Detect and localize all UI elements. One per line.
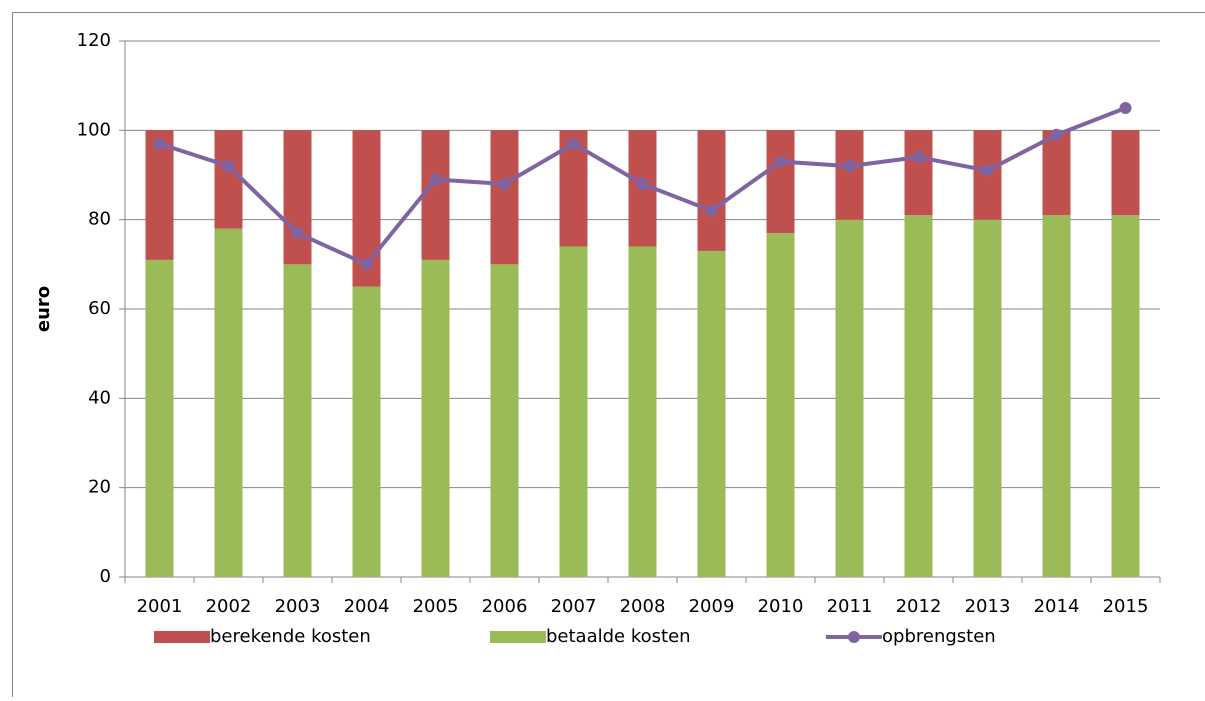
bar	[1112, 215, 1140, 577]
line-marker	[844, 160, 856, 172]
bar	[905, 215, 933, 577]
line-marker	[982, 165, 994, 177]
bar	[215, 130, 243, 228]
line-marker	[913, 151, 925, 163]
x-tick-label: 2012	[896, 596, 942, 617]
y-axis-label: euro	[33, 286, 54, 332]
y-tick-label: 20	[88, 477, 111, 498]
line-marker	[361, 258, 373, 270]
bar	[629, 246, 657, 577]
bar	[974, 220, 1002, 577]
bar	[1043, 130, 1071, 215]
bar	[215, 229, 243, 577]
x-tick-label: 2009	[689, 596, 735, 617]
line-marker	[1120, 102, 1132, 114]
x-tick-label: 2008	[620, 596, 666, 617]
bar	[353, 287, 381, 577]
y-tick-label: 80	[88, 209, 111, 230]
legend-label: betaalde kosten	[546, 626, 691, 647]
x-tick-label: 2002	[206, 596, 252, 617]
x-tick-label: 2010	[758, 596, 804, 617]
bar	[905, 130, 933, 215]
line-marker	[499, 178, 511, 190]
bar	[491, 264, 519, 577]
line-marker	[568, 138, 580, 150]
bar	[284, 130, 312, 264]
bar	[1043, 215, 1071, 577]
line-marker	[292, 227, 304, 239]
legend-swatch	[848, 631, 860, 643]
line-marker	[223, 160, 235, 172]
y-tick-label: 100	[77, 119, 111, 140]
x-tick-label: 2006	[482, 596, 528, 617]
x-tick-label: 2001	[137, 596, 183, 617]
line-marker	[154, 138, 166, 150]
line-marker	[637, 178, 649, 190]
x-tick-label: 2004	[344, 596, 390, 617]
y-tick-label: 60	[88, 298, 111, 319]
legend-label: opbrengsten	[882, 626, 996, 647]
bar	[767, 233, 795, 577]
legend-label: berekende kosten	[210, 626, 371, 647]
bar	[560, 246, 588, 577]
x-tick-label: 2015	[1103, 596, 1149, 617]
y-tick-label: 120	[77, 30, 111, 51]
x-tick-label: 2013	[965, 596, 1011, 617]
legend-swatch	[490, 631, 546, 643]
x-tick-label: 2011	[827, 596, 873, 617]
bar	[767, 130, 795, 233]
x-tick-label: 2003	[275, 596, 321, 617]
x-tick-label: 2007	[551, 596, 597, 617]
x-tick-label: 2005	[413, 596, 459, 617]
bar	[698, 251, 726, 577]
bar	[284, 264, 312, 577]
y-tick-label: 0	[100, 566, 111, 587]
bar	[146, 260, 174, 577]
line-marker	[1051, 129, 1063, 141]
bar	[698, 130, 726, 251]
bar	[1112, 130, 1140, 215]
legend-swatch	[154, 631, 210, 643]
bar	[836, 220, 864, 577]
bar	[422, 260, 450, 577]
bar	[836, 130, 864, 219]
bar	[146, 130, 174, 260]
y-tick-label: 40	[88, 387, 111, 408]
chart-frame	[13, 13, 1205, 698]
x-tick-label: 2014	[1034, 596, 1080, 617]
line-marker	[775, 156, 787, 168]
bar	[491, 130, 519, 264]
bar	[422, 130, 450, 260]
line-marker	[430, 173, 442, 185]
line-marker	[706, 205, 718, 217]
